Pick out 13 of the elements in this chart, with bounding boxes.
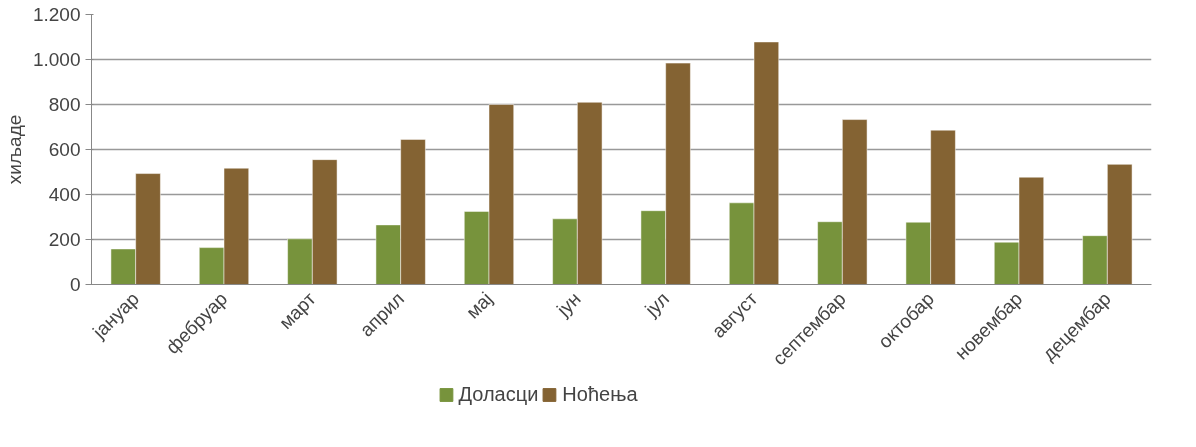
x-tick-label: мај xyxy=(461,288,497,323)
y-tick-label: 1.000 xyxy=(32,49,81,70)
y-axis-title: хиљаде xyxy=(3,114,25,185)
y-tick-label: 800 xyxy=(48,94,81,115)
x-tick-label: јул xyxy=(640,288,674,321)
legend-label: Доласци xyxy=(458,382,539,406)
x-tick-label: јун xyxy=(552,288,585,321)
y-tick-label: 200 xyxy=(48,229,81,250)
y-tick-label: 1.200 xyxy=(32,4,81,25)
y-tick-label: 0 xyxy=(69,274,81,295)
y-tick-label: 400 xyxy=(48,184,81,205)
legend-label: Ноћења xyxy=(562,382,638,406)
y-tick-label: 600 xyxy=(48,139,81,160)
